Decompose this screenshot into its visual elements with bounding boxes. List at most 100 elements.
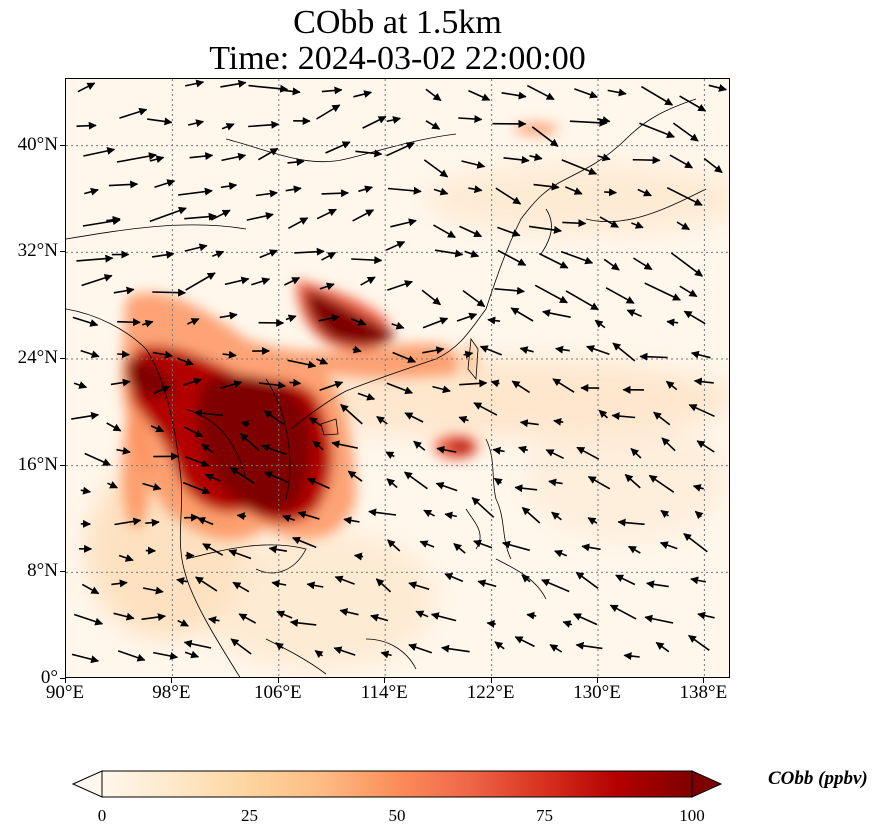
wind-arrow — [661, 437, 676, 452]
wind-arrow — [615, 574, 636, 586]
wind-arrow — [494, 286, 525, 295]
wind-arrow — [291, 536, 317, 549]
wind-arrow — [385, 241, 406, 251]
wind-arrow — [108, 180, 139, 189]
wind-arrow — [113, 286, 135, 295]
wind-arrow — [403, 471, 428, 490]
wind-arrow — [461, 160, 486, 169]
wind-arrow — [494, 641, 505, 650]
wind-arrow — [392, 351, 417, 363]
wind-arrow — [238, 613, 257, 624]
wind-arrow — [221, 152, 247, 162]
lon-tick-mark — [277, 678, 279, 683]
wind-arrow — [276, 610, 293, 619]
wind-arrow — [314, 649, 324, 659]
wind-arrow — [204, 473, 221, 482]
wind-arrow — [232, 581, 250, 593]
wind-arrow — [605, 287, 635, 304]
wind-arrow — [117, 650, 146, 662]
wind-arrow — [106, 422, 122, 432]
wind-arrow — [114, 517, 142, 526]
wind-arrow — [423, 159, 449, 178]
wind-arrow — [261, 444, 287, 456]
wind-arrow — [542, 309, 571, 318]
wind-arrow — [331, 440, 358, 449]
lon-tick-mark — [703, 678, 705, 683]
wind-arrow — [551, 511, 562, 521]
wind-arrow — [696, 440, 715, 453]
wind-arrow — [444, 572, 464, 583]
wind-arrow — [586, 345, 610, 356]
wind-arrow — [387, 539, 401, 552]
wind-arrow — [251, 277, 271, 286]
map-plot-area — [65, 78, 730, 678]
wind-arrow — [708, 84, 727, 92]
wind-arrow — [688, 634, 710, 651]
wind-arrow — [630, 448, 642, 459]
wind-arrow — [562, 620, 573, 628]
wind-arrow — [534, 284, 568, 304]
wind-arrow — [287, 359, 317, 369]
wind-arrow — [236, 512, 247, 521]
wind-arrow — [80, 486, 92, 495]
wind-arrow — [362, 115, 387, 129]
wind-arrow — [666, 318, 679, 327]
wind-arrow — [514, 484, 538, 493]
wind-arrow — [185, 272, 216, 291]
wind-arrow — [184, 650, 200, 659]
colorbar-tick-label: 0 — [97, 806, 107, 825]
wind-arrow — [177, 619, 189, 627]
wind-arrow — [312, 440, 324, 451]
wind-arrow — [587, 476, 611, 490]
wind-arrow — [308, 417, 322, 427]
wind-arrow — [501, 540, 530, 552]
lat-tick-label: 32°N — [17, 240, 58, 262]
wind-arrow — [640, 85, 674, 106]
wind-arrow — [458, 114, 483, 123]
wind-arrow — [553, 417, 564, 426]
map-canvas — [66, 79, 729, 677]
wind-arrow — [318, 314, 340, 322]
lon-tick-mark — [65, 678, 66, 683]
wind-arrow — [435, 481, 458, 492]
wind-arrow — [81, 274, 113, 287]
wind-arrow — [688, 404, 715, 418]
wind-arrow — [119, 107, 148, 119]
wind-arrow — [531, 126, 559, 147]
wind-arrow — [490, 379, 500, 388]
wind-arrow — [541, 579, 570, 593]
wind-arrow — [692, 484, 704, 492]
wind-arrow — [533, 182, 560, 191]
wind-arrow — [184, 513, 199, 522]
wind-arrow — [197, 517, 214, 526]
wind-arrow — [632, 156, 661, 165]
wind-arrow — [184, 212, 217, 221]
wind-arrow — [294, 247, 325, 256]
wind-arrow — [609, 604, 637, 620]
wind-arrow — [587, 517, 598, 525]
lon-tick-label: 130°E — [573, 682, 621, 703]
wind-arrow — [257, 147, 279, 161]
wind-arrow — [693, 377, 714, 386]
wind-arrow — [598, 409, 609, 419]
wind-arrow — [683, 310, 706, 325]
wind-arrow — [316, 357, 329, 365]
wind-arrow — [560, 250, 594, 265]
wind-arrow — [548, 478, 563, 487]
wind-arrow — [503, 155, 530, 164]
wind-arrow — [352, 345, 362, 354]
wind-arrow — [679, 95, 707, 112]
wind-arrow — [307, 477, 330, 490]
lon-tick-label: 106°E — [253, 682, 302, 703]
wind-arrow — [297, 510, 320, 520]
wind-arrow — [183, 377, 202, 386]
wind-arrow — [487, 316, 501, 325]
colorbar-tick-label: 75 — [536, 806, 553, 825]
lat-tick-mark — [60, 144, 65, 146]
wind-arrow — [574, 88, 598, 99]
wind-arrow — [219, 380, 243, 389]
lat-tick-label: 8°N — [27, 560, 58, 582]
wind-arrow — [391, 321, 405, 330]
wind-arrow — [444, 511, 457, 520]
wind-arrow — [107, 481, 119, 489]
